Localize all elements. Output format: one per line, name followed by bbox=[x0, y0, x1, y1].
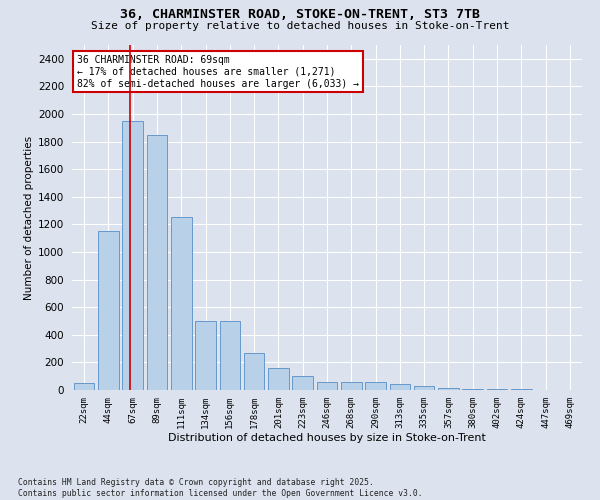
Bar bbox=[463, 388, 483, 390]
Bar bbox=[389, 384, 410, 390]
Bar bbox=[244, 352, 265, 390]
Text: 36 CHARMINSTER ROAD: 69sqm
← 17% of detached houses are smaller (1,271)
82% of s: 36 CHARMINSTER ROAD: 69sqm ← 17% of deta… bbox=[77, 56, 359, 88]
Text: Size of property relative to detached houses in Stoke-on-Trent: Size of property relative to detached ho… bbox=[91, 21, 509, 31]
Bar bbox=[292, 376, 313, 390]
Bar bbox=[98, 232, 119, 390]
Bar bbox=[438, 388, 459, 390]
Bar bbox=[317, 382, 337, 390]
Bar bbox=[341, 382, 362, 390]
Bar bbox=[171, 218, 191, 390]
Bar bbox=[74, 383, 94, 390]
X-axis label: Distribution of detached houses by size in Stoke-on-Trent: Distribution of detached houses by size … bbox=[168, 432, 486, 442]
Text: Contains HM Land Registry data © Crown copyright and database right 2025.
Contai: Contains HM Land Registry data © Crown c… bbox=[18, 478, 422, 498]
Bar bbox=[146, 134, 167, 390]
Bar bbox=[195, 321, 216, 390]
Bar bbox=[365, 382, 386, 390]
Bar bbox=[268, 368, 289, 390]
Text: 36, CHARMINSTER ROAD, STOKE-ON-TRENT, ST3 7TB: 36, CHARMINSTER ROAD, STOKE-ON-TRENT, ST… bbox=[120, 8, 480, 20]
Y-axis label: Number of detached properties: Number of detached properties bbox=[24, 136, 34, 300]
Bar bbox=[414, 386, 434, 390]
Bar bbox=[220, 321, 240, 390]
Bar bbox=[122, 121, 143, 390]
